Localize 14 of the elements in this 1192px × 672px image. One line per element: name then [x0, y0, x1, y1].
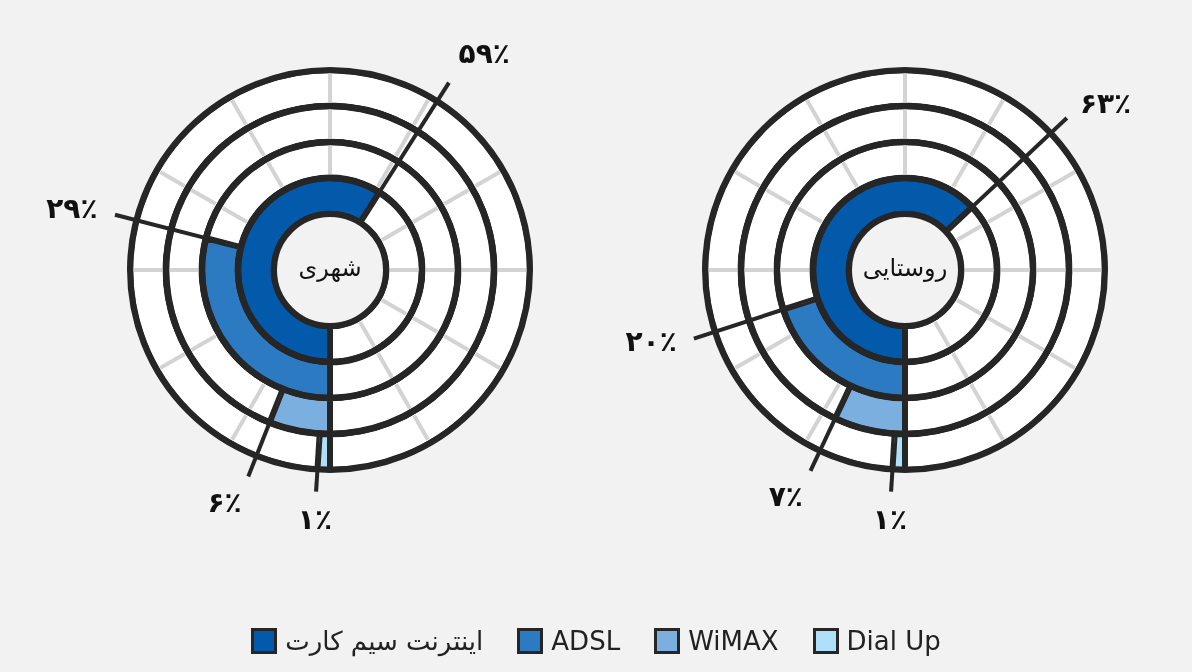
- data-label: ۲۹٪: [46, 191, 98, 225]
- legend-label: Dial Up: [846, 626, 941, 656]
- text: روستایی: [862, 254, 948, 283]
- data-label: ۶۳٪: [1079, 86, 1132, 120]
- legend-label: ADSL: [551, 626, 621, 656]
- data-label: ۱٪: [872, 502, 908, 536]
- data-label: ۶٪: [207, 486, 242, 520]
- data-label: ۱٪: [297, 502, 333, 536]
- legend-label: اینترنت سیم کارت: [285, 626, 484, 656]
- legend-label: WiMAX: [688, 626, 779, 656]
- text: شهری: [298, 254, 362, 283]
- data-label: ۷٪: [768, 480, 803, 514]
- data-label: ۲۰٪: [625, 325, 677, 359]
- data-label: ۵۹٪: [458, 36, 510, 70]
